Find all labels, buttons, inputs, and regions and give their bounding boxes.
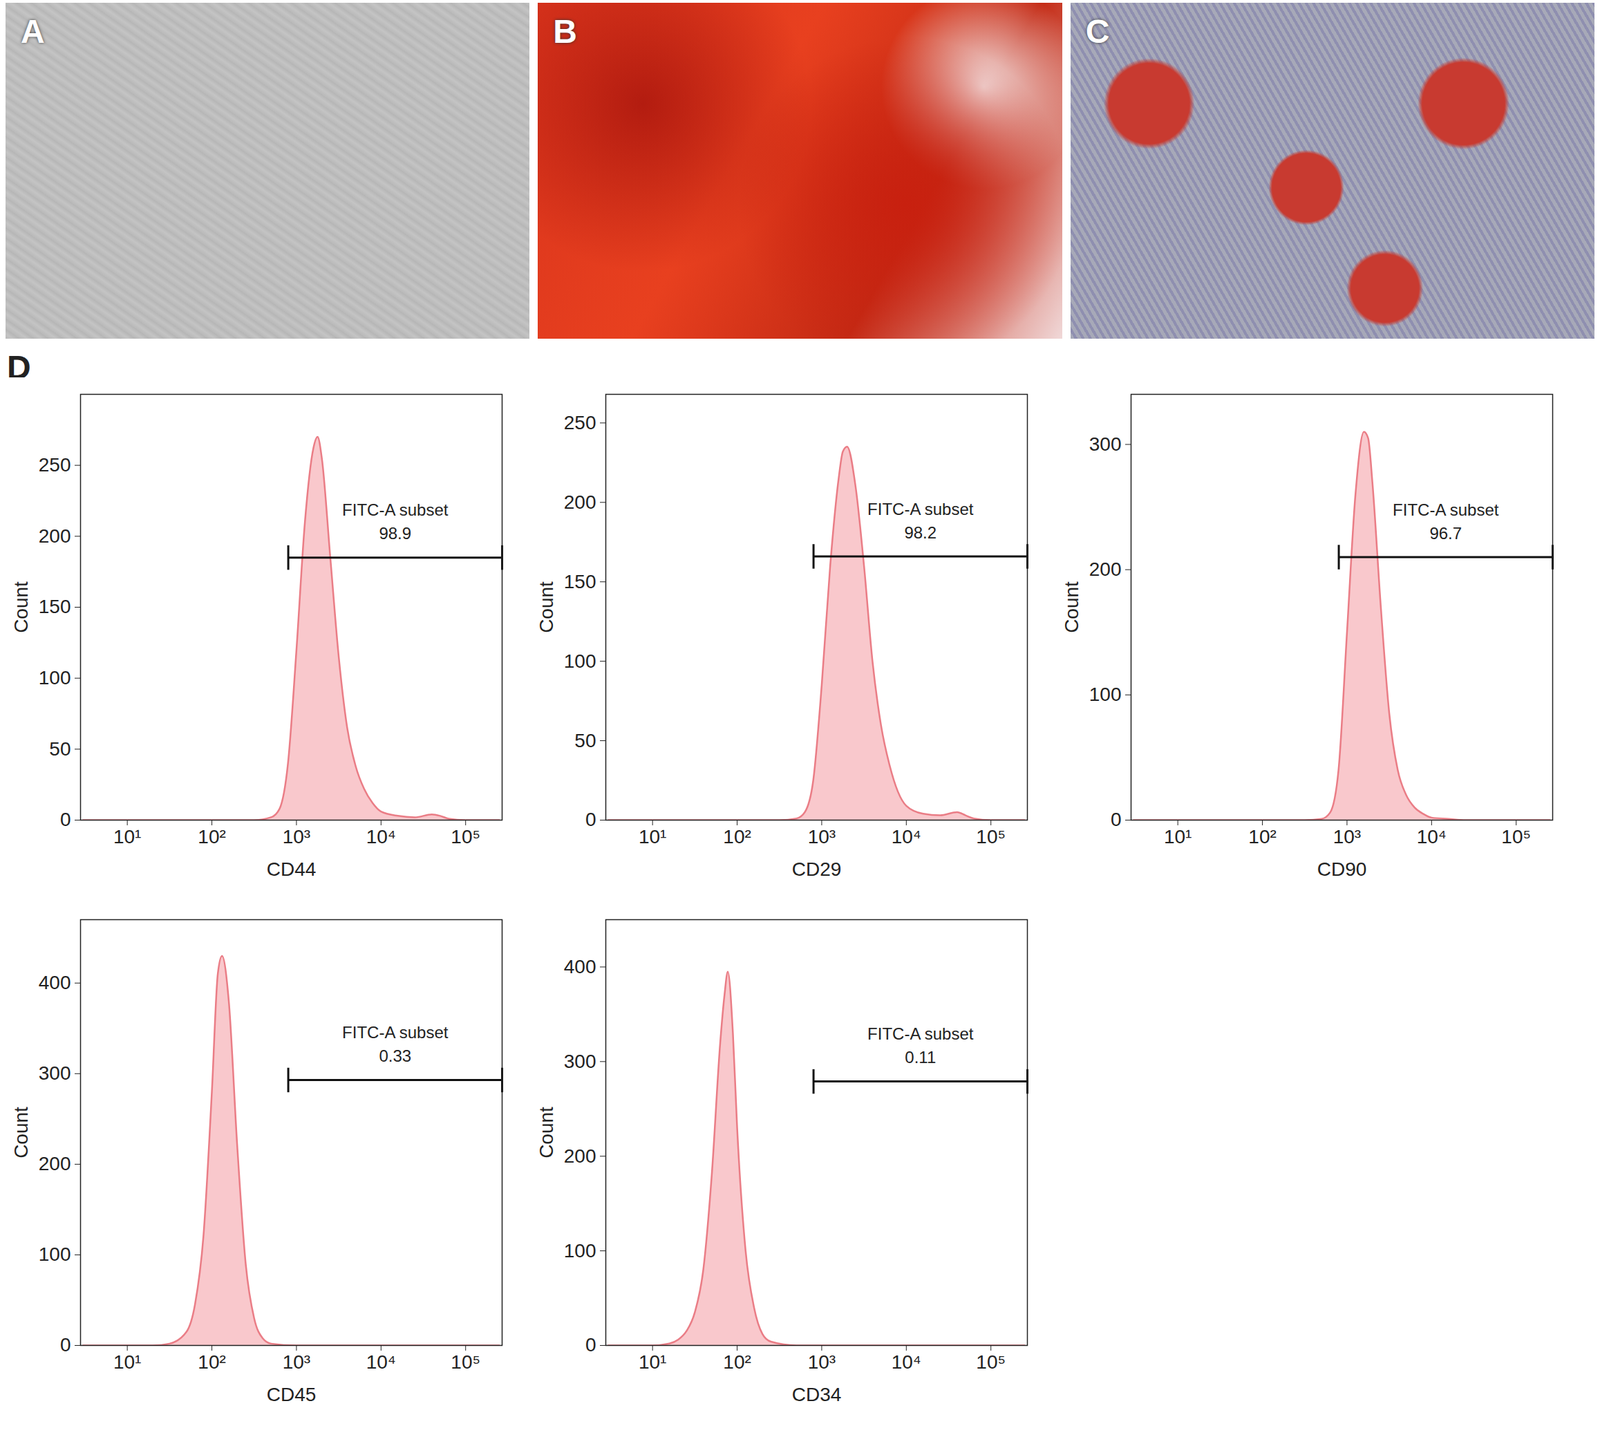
svg-text:10²: 10² (722, 1351, 751, 1373)
svg-text:10²: 10² (197, 825, 226, 848)
svg-text:FITC-A subset: FITC-A subset (867, 1024, 974, 1043)
html-text:D: D (6, 349, 31, 386)
svg-text:10⁵: 10⁵ (1501, 825, 1531, 848)
svg-text:Count: Count (10, 1106, 32, 1159)
svg-text:100: 100 (38, 666, 72, 689)
svg-text:100: 100 (563, 650, 597, 672)
svg-text:400: 400 (38, 971, 72, 994)
svg-text:300: 300 (563, 1050, 597, 1072)
svg-text:10⁴: 10⁴ (366, 1351, 397, 1373)
svg-text:300: 300 (1089, 433, 1122, 455)
svg-text:Count: Count (535, 1106, 558, 1159)
svg-text:FITC-A subset: FITC-A subset (1392, 500, 1500, 520)
svg-text:150: 150 (563, 570, 597, 593)
svg-text:CD29: CD29 (792, 858, 842, 880)
svg-text:10²: 10² (197, 1351, 226, 1373)
svg-text:100: 100 (38, 1243, 72, 1265)
svg-text:FITC-A subset: FITC-A subset (867, 499, 974, 519)
svg-text:10⁵: 10⁵ (975, 1351, 1006, 1373)
svg-text:Count: Count (10, 581, 32, 634)
svg-text:10⁴: 10⁴ (891, 1351, 922, 1373)
svg-text:Count: Count (1060, 581, 1083, 634)
svg-text:10²: 10² (722, 825, 751, 848)
html-text:C: C (1085, 13, 1110, 50)
svg-text:10³: 10³ (1333, 825, 1361, 848)
svg-text:0: 0 (1110, 808, 1122, 831)
svg-text:10¹: 10¹ (638, 825, 667, 848)
svg-text:10¹: 10¹ (113, 825, 141, 848)
svg-text:100: 100 (563, 1239, 597, 1262)
svg-text:250: 250 (563, 411, 597, 434)
svg-text:200: 200 (563, 1145, 597, 1167)
svg-text:10³: 10³ (807, 825, 836, 848)
svg-text:10¹: 10¹ (113, 1351, 141, 1373)
svg-text:100: 100 (1089, 683, 1122, 705)
svg-text:10⁴: 10⁴ (891, 825, 922, 848)
html-text:B: B (553, 13, 578, 50)
svg-text:50: 50 (49, 738, 71, 760)
svg-text:FITC-A subset: FITC-A subset (342, 1022, 449, 1042)
svg-text:CD45: CD45 (266, 1383, 317, 1406)
svg-text:10²: 10² (1248, 825, 1276, 848)
svg-text:300: 300 (38, 1062, 72, 1084)
html-text:A: A (20, 13, 45, 50)
svg-text:0: 0 (60, 1333, 72, 1356)
svg-text:200: 200 (1089, 558, 1122, 580)
svg-text:50: 50 (574, 729, 596, 752)
svg-text:10⁵: 10⁵ (975, 825, 1006, 848)
svg-text:0.11: 0.11 (904, 1047, 936, 1067)
svg-text:150: 150 (38, 595, 72, 618)
svg-text:10¹: 10¹ (1163, 825, 1192, 848)
svg-text:400: 400 (563, 955, 597, 978)
svg-text:CD90: CD90 (1317, 858, 1368, 880)
svg-text:10⁴: 10⁴ (1416, 825, 1447, 848)
svg-text:96.7: 96.7 (1429, 523, 1462, 543)
svg-text:0.33: 0.33 (378, 1046, 412, 1066)
svg-text:250: 250 (38, 454, 72, 476)
svg-text:10⁵: 10⁵ (450, 825, 481, 848)
svg-text:200: 200 (38, 1152, 72, 1175)
svg-text:10³: 10³ (807, 1351, 836, 1373)
svg-text:CD34: CD34 (792, 1383, 842, 1406)
svg-text:CD44: CD44 (266, 858, 317, 880)
svg-text:200: 200 (563, 491, 597, 513)
svg-text:0: 0 (585, 808, 597, 831)
svg-text:0: 0 (60, 808, 72, 831)
svg-text:10⁴: 10⁴ (366, 825, 397, 848)
svg-text:10³: 10³ (282, 1351, 311, 1373)
svg-text:0: 0 (585, 1333, 597, 1356)
svg-text:98.9: 98.9 (378, 523, 412, 543)
svg-text:200: 200 (38, 525, 72, 547)
svg-text:Count: Count (535, 581, 558, 634)
svg-text:10⁵: 10⁵ (450, 1351, 481, 1373)
svg-text:10³: 10³ (282, 825, 311, 848)
svg-text:98.2: 98.2 (904, 523, 937, 542)
svg-text:10¹: 10¹ (638, 1351, 667, 1373)
svg-text:FITC-A subset: FITC-A subset (342, 500, 449, 520)
